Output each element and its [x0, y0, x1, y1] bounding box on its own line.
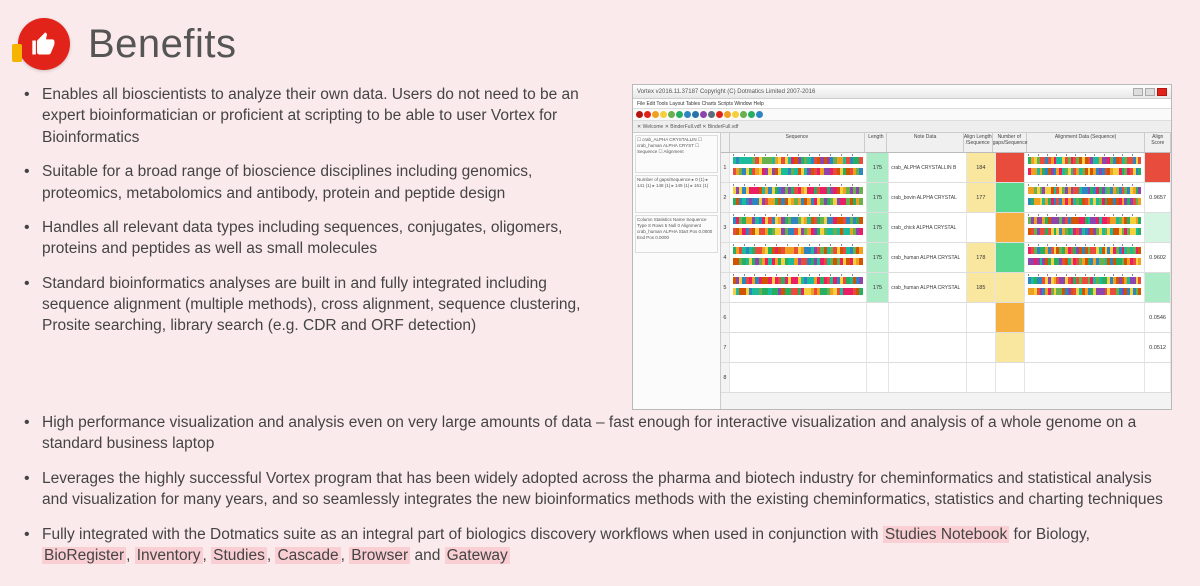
ss-menubar: File Edit Tools Layout Tables Charts Scr…	[633, 99, 1171, 109]
benefit-item: Enables all bioscientists to analyze the…	[42, 84, 612, 148]
ss-body: ☐ crab_ALPHA CRYSTALLIN ☐ crab_human ALP…	[633, 133, 1171, 409]
ss-rows: 1175crab_ALPHA CRYSTALLIN B1842175crab_b…	[721, 153, 1171, 393]
ss-col-header: Alignment Data (Sequence)	[1027, 133, 1146, 152]
ss-tabs: ✕ Welcome ✕ BinderFull.vdf ✕ BinderFull.…	[633, 121, 1171, 133]
thumbs-up-icon	[18, 18, 70, 70]
header: Benefits	[18, 18, 1172, 70]
ss-col-header: Note Data	[887, 133, 963, 152]
ss-sidebar: ☐ crab_ALPHA CRYSTALLIN ☐ crab_human ALP…	[633, 133, 721, 409]
ss-side-panel: ☐ crab_ALPHA CRYSTALLIN ☐ crab_human ALP…	[635, 135, 718, 173]
product-link[interactable]: Studies Notebook	[883, 526, 1009, 543]
product-link[interactable]: Inventory	[135, 547, 203, 564]
ss-table-row: 8	[721, 363, 1171, 393]
ss-table-row: 1175crab_ALPHA CRYSTALLIN B184	[721, 153, 1171, 183]
ss-table-row: 70.0512	[721, 333, 1171, 363]
benefit-item-links: Fully integrated with the Dotmatics suit…	[42, 524, 1172, 567]
ss-table-row: 60.0546	[721, 303, 1171, 333]
ss-col-header	[721, 133, 730, 152]
app-screenshot: Vortex v2016.11.37187 Copyright (C) Dotm…	[632, 84, 1172, 410]
product-link[interactable]: BioRegister	[42, 547, 126, 564]
product-link[interactable]: Browser	[349, 547, 410, 564]
window-buttons	[1133, 88, 1167, 96]
benefits-list-bottom: High performance visualization and analy…	[18, 412, 1172, 566]
ss-side-panel: Column Statistics Name Sequence Type S R…	[635, 215, 718, 253]
ss-main: SequenceLengthNote DataAlign Length /Seq…	[721, 133, 1171, 409]
ss-toolbar	[633, 109, 1171, 121]
benefit-item: Suitable for a broad range of bioscience…	[42, 161, 612, 204]
product-link[interactable]: Gateway	[445, 547, 510, 564]
left-column: Enables all bioscientists to analyze the…	[18, 84, 612, 350]
ss-table-row: 5175crab_human ALPHA CRYSTAL185	[721, 273, 1171, 303]
ss-column-headers: SequenceLengthNote DataAlign Length /Seq…	[721, 133, 1171, 153]
ss-col-header: Sequence	[730, 133, 866, 152]
ss-col-header: Align Length /Sequence	[964, 133, 993, 152]
content-row: Enables all bioscientists to analyze the…	[18, 84, 1172, 410]
product-link[interactable]: Cascade	[275, 547, 340, 564]
ss-col-header: Length	[865, 133, 887, 152]
ss-col-header: Number of gaps/Sequence	[993, 133, 1027, 152]
ss-table-row: 4175crab_human ALPHA CRYSTAL1780.9602	[721, 243, 1171, 273]
ss-title: Vortex v2016.11.37187 Copyright (C) Dotm…	[637, 89, 815, 95]
ss-col-header: Align Score	[1145, 133, 1171, 152]
benefits-list-top: Enables all bioscientists to analyze the…	[18, 84, 612, 337]
benefit-item: Standard bioinformatics analyses are bui…	[42, 273, 612, 337]
benefit-item: High performance visualization and analy…	[42, 412, 1172, 455]
benefit-item: Leverages the highly successful Vortex p…	[42, 468, 1172, 511]
ss-table-row: 3175crab_chick ALPHA CRYSTAL	[721, 213, 1171, 243]
product-link[interactable]: Studies	[211, 547, 267, 564]
ss-table-row: 2175crab_bovin ALPHA CRYSTAL1770.9657	[721, 183, 1171, 213]
ss-titlebar: Vortex v2016.11.37187 Copyright (C) Dotm…	[633, 85, 1171, 99]
ss-side-panel: Number of gaps/Sequence ▸ 0 (1) ▸ 141 (1…	[635, 175, 718, 213]
page-title: Benefits	[88, 22, 237, 67]
benefit-item: Handles all relevant data types includin…	[42, 217, 612, 260]
